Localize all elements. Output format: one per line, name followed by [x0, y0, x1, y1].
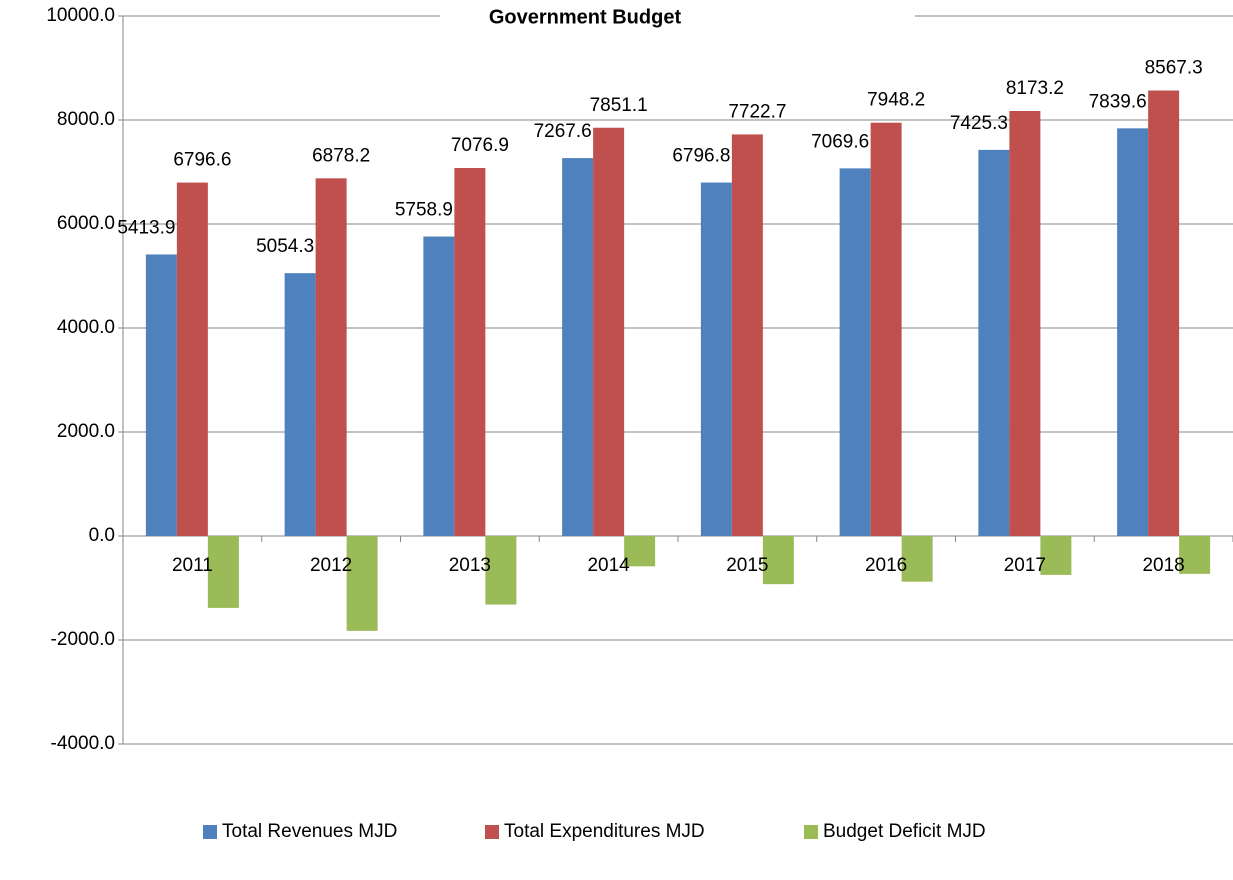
chart-title: Government Budget	[489, 6, 682, 28]
y-tick-label: 6000.0	[57, 213, 115, 234]
y-tick-label: 0.0	[89, 525, 115, 546]
legend-swatch	[804, 825, 818, 839]
x-tick-label: 2017	[1004, 555, 1046, 576]
bar	[207, 536, 239, 608]
x-tick-label: 2016	[865, 555, 907, 576]
legend-swatch	[485, 825, 499, 839]
y-tick-label: -4000.0	[51, 733, 115, 754]
bar	[624, 536, 656, 567]
bar	[762, 536, 794, 585]
x-tick-label: 2013	[449, 555, 491, 576]
bar	[145, 254, 177, 536]
bar	[700, 182, 732, 536]
data-label: 6796.6	[173, 150, 231, 171]
bar	[315, 178, 347, 536]
data-label: 7851.1	[590, 95, 648, 116]
data-label: 7267.6	[534, 121, 592, 142]
bar	[346, 536, 378, 631]
bar	[1117, 128, 1149, 536]
legend-label: Total Expenditures MJD	[504, 821, 705, 842]
data-label: 7948.2	[867, 90, 925, 111]
y-tick-label: 10000.0	[46, 5, 115, 26]
labels: -4000.0 -2000.0 0.0 2000.0 4000.0 6000.0 8000.…	[46, 5, 1202, 842]
bar	[731, 134, 763, 536]
data-label: 6878.2	[312, 145, 370, 166]
bars	[145, 90, 1211, 631]
legend-label: Budget Deficit MJD	[823, 821, 986, 842]
data-label: 7425.3	[950, 113, 1008, 134]
bar	[423, 236, 455, 536]
bar	[870, 122, 902, 536]
data-label: 7839.6	[1089, 91, 1147, 112]
bar	[485, 536, 517, 605]
data-label: 7722.7	[728, 101, 786, 122]
data-label: 8567.3	[1145, 58, 1203, 79]
x-tick-label: 2014	[587, 555, 630, 576]
bar	[454, 168, 486, 536]
legend-swatch	[203, 825, 217, 839]
bar	[1040, 536, 1072, 575]
y-tick-label: -2000.0	[51, 629, 115, 650]
bar	[284, 273, 316, 536]
bar	[1009, 110, 1041, 537]
data-label: 5413.9	[117, 217, 175, 238]
data-label: 7069.6	[811, 131, 869, 152]
x-tick-label: 2011	[172, 555, 213, 576]
bar	[562, 158, 594, 537]
y-tick-label: 4000.0	[57, 317, 115, 338]
bar	[176, 182, 208, 537]
x-tick-label: 2018	[1142, 555, 1184, 576]
x-tick-label: 2012	[310, 555, 352, 576]
bar	[593, 127, 625, 536]
legend-label: Total Revenues MJD	[222, 821, 397, 842]
grid	[118, 15, 1233, 745]
bar	[978, 149, 1010, 536]
bar	[901, 536, 933, 582]
y-tick-label: 2000.0	[57, 421, 115, 442]
data-label: 7076.9	[451, 135, 509, 156]
data-label: 6796.8	[672, 146, 730, 167]
data-label: 5054.3	[256, 236, 314, 257]
data-label: 5758.9	[395, 200, 453, 221]
bar	[1148, 90, 1180, 536]
bar	[839, 168, 871, 536]
y-tick-label: 8000.0	[57, 109, 115, 130]
data-label: 8173.2	[1006, 78, 1064, 99]
bar	[1179, 536, 1211, 574]
x-tick-label: 2015	[726, 555, 768, 576]
title-background	[440, 4, 915, 30]
